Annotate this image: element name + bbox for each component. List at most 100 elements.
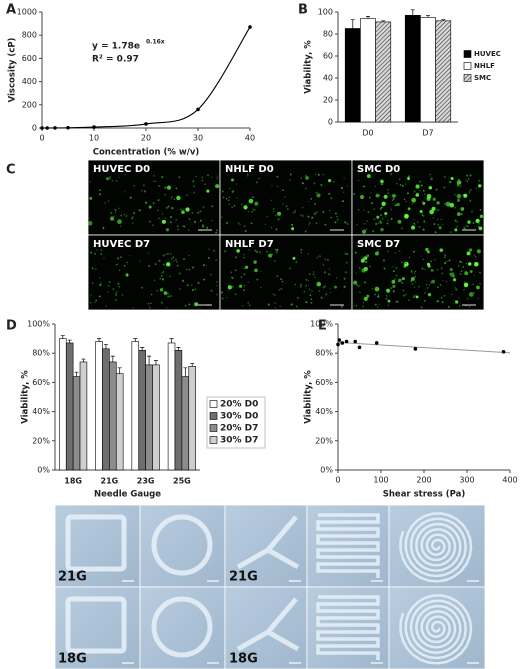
cell bbox=[380, 214, 382, 217]
micrograph bbox=[219, 234, 353, 311]
cell bbox=[194, 302, 199, 307]
cell bbox=[465, 179, 467, 182]
cell bbox=[380, 179, 384, 184]
cell bbox=[179, 288, 181, 290]
cell bbox=[318, 290, 321, 292]
cell bbox=[466, 180, 469, 183]
data-point bbox=[196, 107, 200, 112]
cell bbox=[216, 175, 218, 177]
cell bbox=[425, 247, 429, 252]
cell bbox=[310, 301, 313, 304]
cell bbox=[169, 221, 172, 223]
cell bbox=[211, 176, 213, 178]
cell bbox=[387, 304, 390, 306]
cell bbox=[244, 265, 249, 269]
cell bbox=[250, 222, 253, 225]
data-point bbox=[53, 126, 57, 130]
cell bbox=[108, 176, 111, 178]
cell bbox=[165, 217, 167, 219]
cell bbox=[401, 261, 403, 264]
cell bbox=[89, 180, 91, 183]
cell bbox=[454, 228, 458, 232]
cell bbox=[392, 198, 395, 200]
y-tick-label: 80 bbox=[323, 30, 333, 39]
annotation: 0.16x bbox=[146, 39, 165, 46]
cell bbox=[343, 277, 346, 280]
cell bbox=[99, 284, 102, 287]
cell bbox=[234, 269, 237, 271]
cell bbox=[278, 289, 280, 291]
cell bbox=[336, 218, 339, 221]
cell bbox=[305, 176, 309, 180]
cell bbox=[458, 305, 461, 307]
cell bbox=[310, 198, 313, 200]
cell bbox=[445, 201, 451, 207]
y-tick-label: 20% bbox=[32, 436, 50, 445]
cell bbox=[392, 270, 395, 273]
cell bbox=[164, 186, 167, 189]
cell bbox=[164, 193, 166, 196]
cell bbox=[169, 215, 173, 219]
cell bbox=[100, 253, 103, 255]
legend-swatch bbox=[463, 74, 472, 82]
cell bbox=[376, 215, 380, 219]
cell bbox=[227, 290, 230, 292]
cell bbox=[437, 268, 439, 271]
cell bbox=[423, 193, 426, 195]
cell bbox=[433, 223, 436, 226]
cell bbox=[441, 272, 444, 275]
cell bbox=[105, 177, 109, 181]
cell bbox=[464, 271, 469, 276]
cell bbox=[232, 285, 234, 288]
y-tick-label: 40% bbox=[315, 407, 333, 416]
cell bbox=[371, 202, 374, 205]
row-label: 18G bbox=[229, 652, 258, 667]
cell bbox=[478, 226, 483, 231]
tile-label: NHLF D0 bbox=[225, 164, 274, 175]
data-point bbox=[248, 25, 252, 29]
cell bbox=[300, 248, 303, 251]
cell bbox=[305, 278, 308, 281]
cell bbox=[418, 285, 420, 288]
cell bbox=[195, 175, 197, 178]
cell bbox=[408, 299, 410, 301]
cell bbox=[111, 179, 114, 182]
cell bbox=[374, 286, 380, 292]
cell bbox=[232, 190, 235, 192]
cell bbox=[336, 215, 338, 218]
cell bbox=[296, 305, 298, 308]
legend-label: SMC bbox=[474, 74, 491, 82]
cell bbox=[477, 297, 479, 300]
cell bbox=[282, 203, 284, 205]
cell bbox=[161, 287, 164, 289]
cell bbox=[231, 206, 234, 209]
cell bbox=[231, 276, 233, 279]
cell bbox=[107, 200, 110, 202]
cell bbox=[366, 220, 368, 222]
cell bbox=[434, 231, 437, 234]
cell bbox=[415, 295, 419, 299]
y-axis-label: Viscosity (cP) bbox=[8, 37, 18, 102]
cell bbox=[323, 285, 326, 288]
cell bbox=[427, 264, 431, 268]
cell bbox=[392, 193, 396, 198]
cell bbox=[215, 259, 218, 261]
cell bbox=[429, 173, 431, 176]
data-point bbox=[353, 339, 358, 344]
cell bbox=[478, 179, 481, 182]
cell bbox=[188, 254, 190, 257]
cell bbox=[446, 260, 448, 263]
cell bbox=[277, 185, 279, 188]
cell bbox=[329, 288, 331, 290]
cell bbox=[169, 252, 172, 255]
cell bbox=[161, 219, 166, 224]
x-axis-label: Concentration (% w/v) bbox=[93, 148, 200, 158]
legend-label: 30% D0 bbox=[220, 412, 258, 422]
bar bbox=[95, 341, 103, 471]
cell bbox=[222, 196, 225, 199]
cell bbox=[479, 271, 481, 274]
cell bbox=[161, 278, 164, 280]
cell bbox=[397, 278, 402, 283]
tile-label: HUVEC D7 bbox=[93, 239, 150, 250]
